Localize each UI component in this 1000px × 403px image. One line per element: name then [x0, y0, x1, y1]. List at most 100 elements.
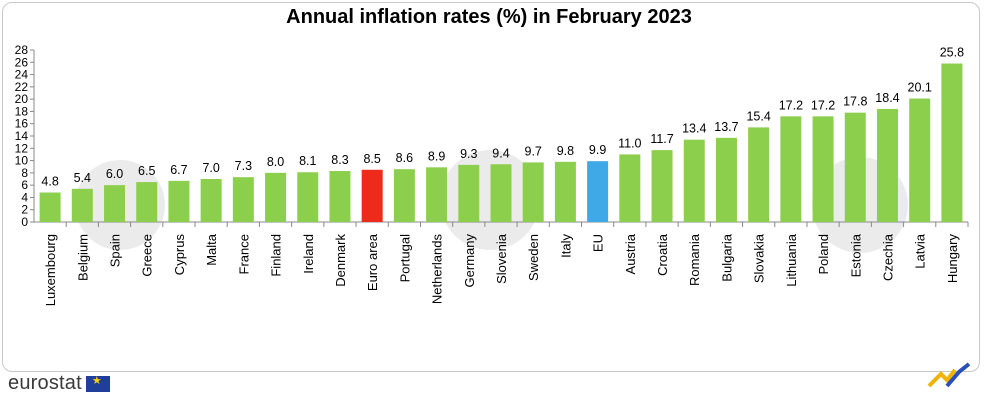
x-category-label: Euro area: [365, 233, 380, 291]
corner-logo-icon: [927, 362, 971, 388]
bar: [329, 171, 351, 222]
bar: [748, 127, 770, 222]
bar: [683, 139, 705, 222]
bar-value-label: 9.8: [557, 144, 574, 158]
bar-value-label: 6.7: [170, 163, 187, 177]
bar: [876, 108, 898, 222]
bar-value-label: 8.6: [396, 151, 413, 165]
bar: [587, 161, 609, 222]
x-category-label: EU: [591, 234, 606, 252]
chart-bars: [39, 63, 963, 223]
bar: [458, 164, 480, 222]
x-category-label: Finland: [269, 234, 284, 277]
bar-value-label: 8.9: [428, 149, 445, 163]
x-category-label: Portugal: [397, 234, 412, 283]
bar: [361, 169, 383, 222]
y-tick-label: 28: [15, 43, 29, 57]
x-category-label: Romania: [687, 233, 702, 286]
x-category-label: Sweden: [526, 234, 541, 281]
eurostat-logo: eurostat: [8, 372, 110, 395]
x-category-label: Malta: [204, 233, 219, 266]
x-category-label: Croatia: [655, 233, 670, 276]
x-category-label: Spain: [108, 234, 123, 267]
bar: [200, 179, 222, 222]
bar: [39, 192, 61, 222]
x-category-label: Bulgaria: [719, 233, 734, 281]
x-category-label: Austria: [623, 233, 638, 274]
bar-value-label: 15.4: [746, 109, 770, 123]
bar: [168, 180, 190, 222]
x-category-label: Luxembourg: [43, 234, 58, 306]
bar-value-label: 25.8: [940, 46, 964, 60]
bar-value-label: 9.9: [589, 143, 606, 157]
bar-value-label: 6.0: [106, 167, 123, 181]
y-tick-label: 24: [15, 68, 29, 82]
x-category-label: Netherlands: [430, 234, 445, 305]
x-category-label: Hungary: [945, 234, 960, 284]
y-tick-label: 14: [15, 129, 29, 143]
bar: [426, 167, 448, 222]
eu-flag-icon: [85, 374, 110, 392]
y-tick-label: 22: [15, 80, 29, 94]
bar: [104, 185, 126, 222]
y-tick-label: 8: [21, 166, 28, 180]
x-category-label: Czechia: [880, 233, 895, 281]
y-tick-label: 6: [21, 178, 28, 192]
bar: [232, 177, 254, 222]
bar: [844, 112, 866, 222]
x-category-label: Belgium: [75, 234, 90, 281]
bar: [715, 137, 737, 222]
bar-value-label: 13.4: [682, 122, 706, 136]
bar-value-label: 5.4: [74, 171, 91, 185]
bar: [941, 63, 963, 223]
bar-value-label: 8.0: [267, 155, 284, 169]
bar-value-label: 11.0: [618, 136, 641, 150]
bar-value-label: 17.2: [811, 98, 835, 112]
y-tick-label: 12: [15, 141, 29, 155]
x-category-label: Greece: [140, 234, 155, 277]
eurostat-logo-text: eurostat: [8, 372, 82, 394]
bar-value-label: 8.3: [331, 153, 348, 167]
x-category-label: Poland: [816, 234, 831, 274]
bar-value-label: 13.7: [714, 120, 738, 134]
y-tick-label: 20: [15, 92, 29, 106]
x-category-label: Slovakia: [752, 233, 767, 283]
bar: [522, 162, 544, 222]
bar: [780, 116, 802, 222]
bar-value-label: 9.3: [460, 147, 477, 161]
y-tick-label: 2: [21, 203, 28, 217]
bar-value-label: 7.3: [235, 159, 252, 173]
bar: [490, 164, 512, 222]
chart-title: Annual inflation rates (%) in February 2…: [286, 6, 692, 28]
bar: [265, 172, 287, 222]
bar-value-label: 6.5: [138, 164, 155, 178]
bar-value-label: 18.4: [875, 91, 899, 105]
bar: [393, 169, 415, 222]
x-category-label: Lithuania: [784, 233, 799, 287]
y-tick-label: 0: [21, 215, 28, 229]
bar-value-label: 17.2: [779, 98, 803, 112]
x-category-label: Germany: [462, 234, 477, 288]
x-category-label: Italy: [558, 234, 573, 258]
x-category-label: Ireland: [301, 234, 316, 274]
chart-labels: 4.8 Luxembourg 5.4 Belgium 6.0 Spain 6.5 Greece…: [41, 46, 964, 307]
x-category-label: France: [236, 234, 251, 274]
x-category-label: Denmark: [333, 234, 348, 287]
bar: [619, 154, 641, 222]
bar-value-label: 4.8: [41, 175, 58, 189]
y-tick-label: 18: [15, 104, 29, 118]
bar-value-label: 8.1: [299, 154, 316, 168]
bar: [909, 98, 931, 222]
bar: [812, 116, 834, 222]
bar: [71, 188, 93, 222]
x-category-label: Slovenia: [494, 233, 509, 284]
bar: [554, 161, 576, 222]
bar: [297, 172, 319, 222]
bar: [136, 182, 158, 222]
x-category-label: Estonia: [848, 233, 863, 277]
y-tick-label: 26: [15, 55, 29, 69]
bar-value-label: 11.7: [650, 132, 673, 146]
bar-value-label: 7.0: [202, 161, 219, 175]
x-category-label: Latvia: [913, 233, 928, 268]
